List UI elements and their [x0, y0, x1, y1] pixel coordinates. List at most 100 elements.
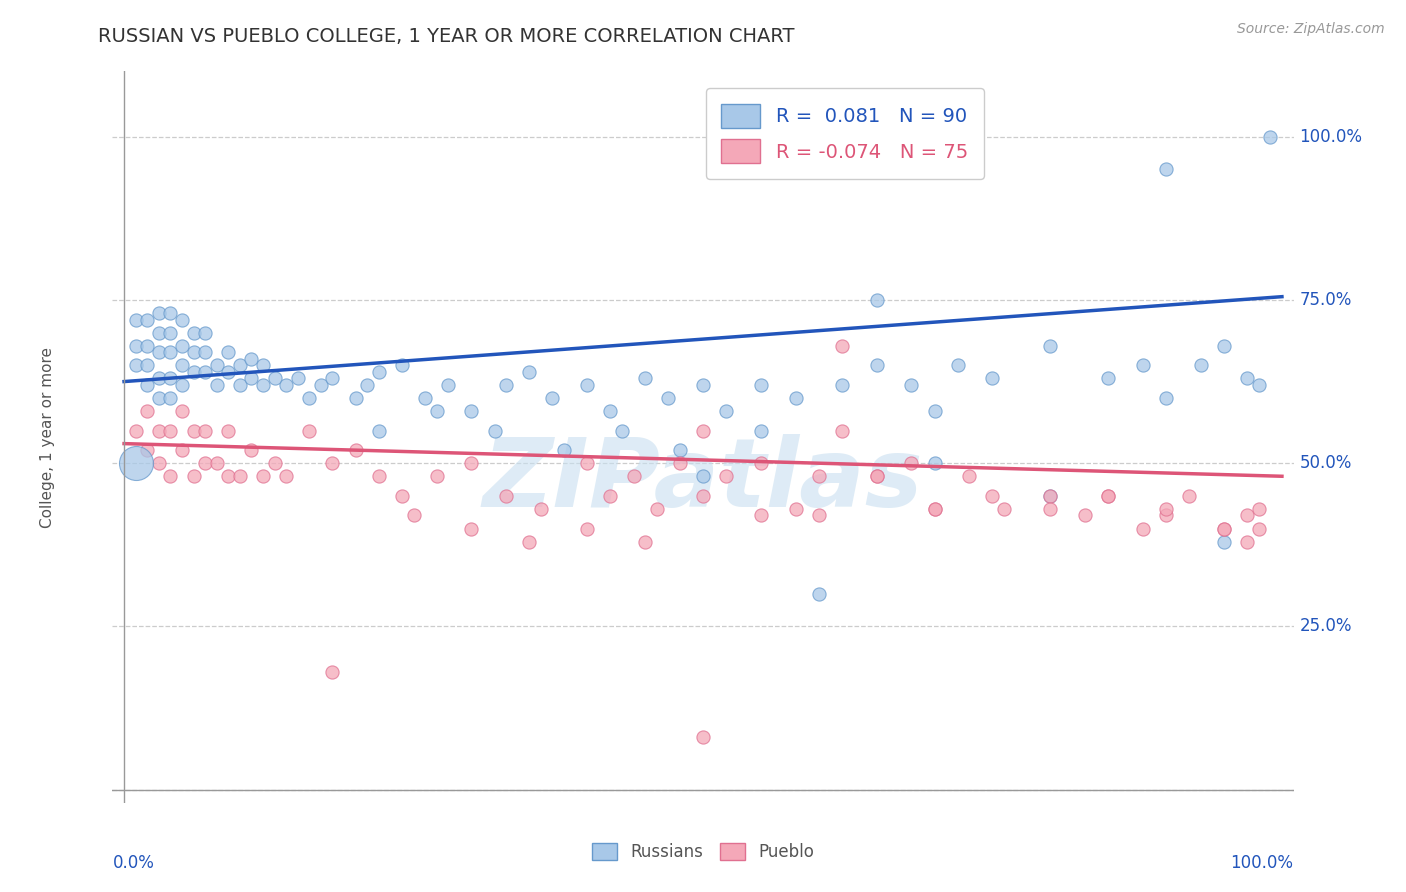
- Text: 0.0%: 0.0%: [112, 854, 155, 872]
- Point: [217, 469, 239, 483]
- Point: [1097, 371, 1119, 385]
- Point: [900, 377, 922, 392]
- Point: [460, 521, 482, 535]
- Point: [136, 312, 159, 326]
- Point: [217, 424, 239, 438]
- Point: [136, 338, 159, 352]
- Point: [159, 391, 181, 405]
- Point: [1213, 534, 1236, 549]
- Point: [749, 424, 772, 438]
- Point: [170, 377, 193, 392]
- Point: [148, 456, 170, 470]
- Point: [1097, 489, 1119, 503]
- Point: [413, 391, 436, 405]
- Point: [1039, 489, 1062, 503]
- Point: [541, 391, 564, 405]
- Point: [924, 502, 946, 516]
- Point: [831, 377, 853, 392]
- Point: [402, 508, 425, 523]
- Point: [159, 371, 181, 385]
- Point: [170, 338, 193, 352]
- Point: [194, 345, 217, 359]
- Point: [692, 424, 714, 438]
- Point: [183, 365, 205, 379]
- Point: [217, 365, 239, 379]
- Point: [183, 424, 205, 438]
- Point: [426, 404, 449, 418]
- Point: [530, 502, 553, 516]
- Point: [124, 358, 146, 372]
- Point: [1213, 338, 1236, 352]
- Point: [170, 404, 193, 418]
- Point: [298, 391, 321, 405]
- Point: [1213, 521, 1236, 535]
- Point: [1154, 391, 1177, 405]
- Point: [623, 469, 645, 483]
- Point: [194, 365, 217, 379]
- Point: [309, 377, 332, 392]
- Point: [391, 489, 413, 503]
- Point: [692, 377, 714, 392]
- Point: [194, 424, 217, 438]
- Point: [981, 489, 1004, 503]
- Point: [1260, 129, 1282, 144]
- Point: [391, 358, 413, 372]
- Point: [367, 424, 389, 438]
- Point: [866, 358, 889, 372]
- Point: [159, 326, 181, 340]
- Point: [460, 404, 482, 418]
- Point: [1178, 489, 1201, 503]
- Point: [1154, 502, 1177, 516]
- Point: [170, 443, 193, 458]
- Point: [576, 521, 599, 535]
- Point: [1097, 489, 1119, 503]
- Point: [1074, 508, 1097, 523]
- Point: [263, 371, 285, 385]
- Point: [229, 377, 252, 392]
- Point: [807, 469, 830, 483]
- Point: [785, 502, 807, 516]
- Point: [993, 502, 1015, 516]
- Point: [714, 404, 737, 418]
- Point: [287, 371, 309, 385]
- Point: [148, 326, 170, 340]
- Point: [692, 489, 714, 503]
- Point: [136, 404, 159, 418]
- Point: [170, 358, 193, 372]
- Point: [240, 371, 263, 385]
- Point: [900, 456, 922, 470]
- Point: [298, 424, 321, 438]
- Point: [170, 312, 193, 326]
- Text: 25.0%: 25.0%: [1299, 617, 1351, 635]
- Point: [866, 469, 889, 483]
- Point: [807, 508, 830, 523]
- Text: ZIPatlas: ZIPatlas: [482, 434, 924, 527]
- Point: [1039, 502, 1062, 516]
- Point: [229, 358, 252, 372]
- Point: [240, 443, 263, 458]
- Legend: Russians, Pueblo: Russians, Pueblo: [585, 836, 821, 868]
- Point: [553, 443, 575, 458]
- Point: [229, 469, 252, 483]
- Point: [714, 469, 737, 483]
- Point: [367, 469, 389, 483]
- Point: [495, 489, 517, 503]
- Point: [669, 443, 692, 458]
- Point: [785, 391, 807, 405]
- Point: [159, 306, 181, 320]
- Point: [576, 456, 599, 470]
- Point: [124, 338, 146, 352]
- Point: [807, 587, 830, 601]
- Point: [692, 469, 714, 483]
- Point: [610, 424, 633, 438]
- Point: [205, 377, 228, 392]
- Point: [1247, 377, 1270, 392]
- Point: [321, 665, 343, 680]
- Point: [321, 456, 343, 470]
- Text: College, 1 year or more: College, 1 year or more: [39, 347, 55, 527]
- Point: [263, 456, 285, 470]
- Point: [645, 502, 668, 516]
- Text: RUSSIAN VS PUEBLO COLLEGE, 1 YEAR OR MORE CORRELATION CHART: RUSSIAN VS PUEBLO COLLEGE, 1 YEAR OR MOR…: [98, 27, 794, 45]
- Point: [460, 456, 482, 470]
- Point: [240, 351, 263, 366]
